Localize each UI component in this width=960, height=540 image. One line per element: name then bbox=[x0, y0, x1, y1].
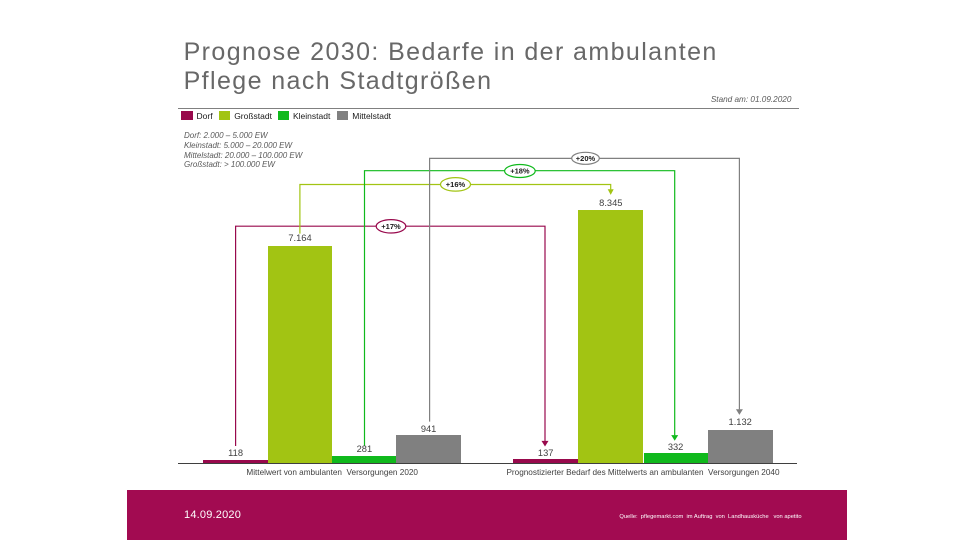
svg-text:+20%: +20% bbox=[576, 154, 596, 163]
svg-text:+18%: +18% bbox=[510, 167, 530, 176]
svg-text:+16%: +16% bbox=[446, 180, 466, 189]
svg-text:+17%: +17% bbox=[381, 222, 401, 231]
